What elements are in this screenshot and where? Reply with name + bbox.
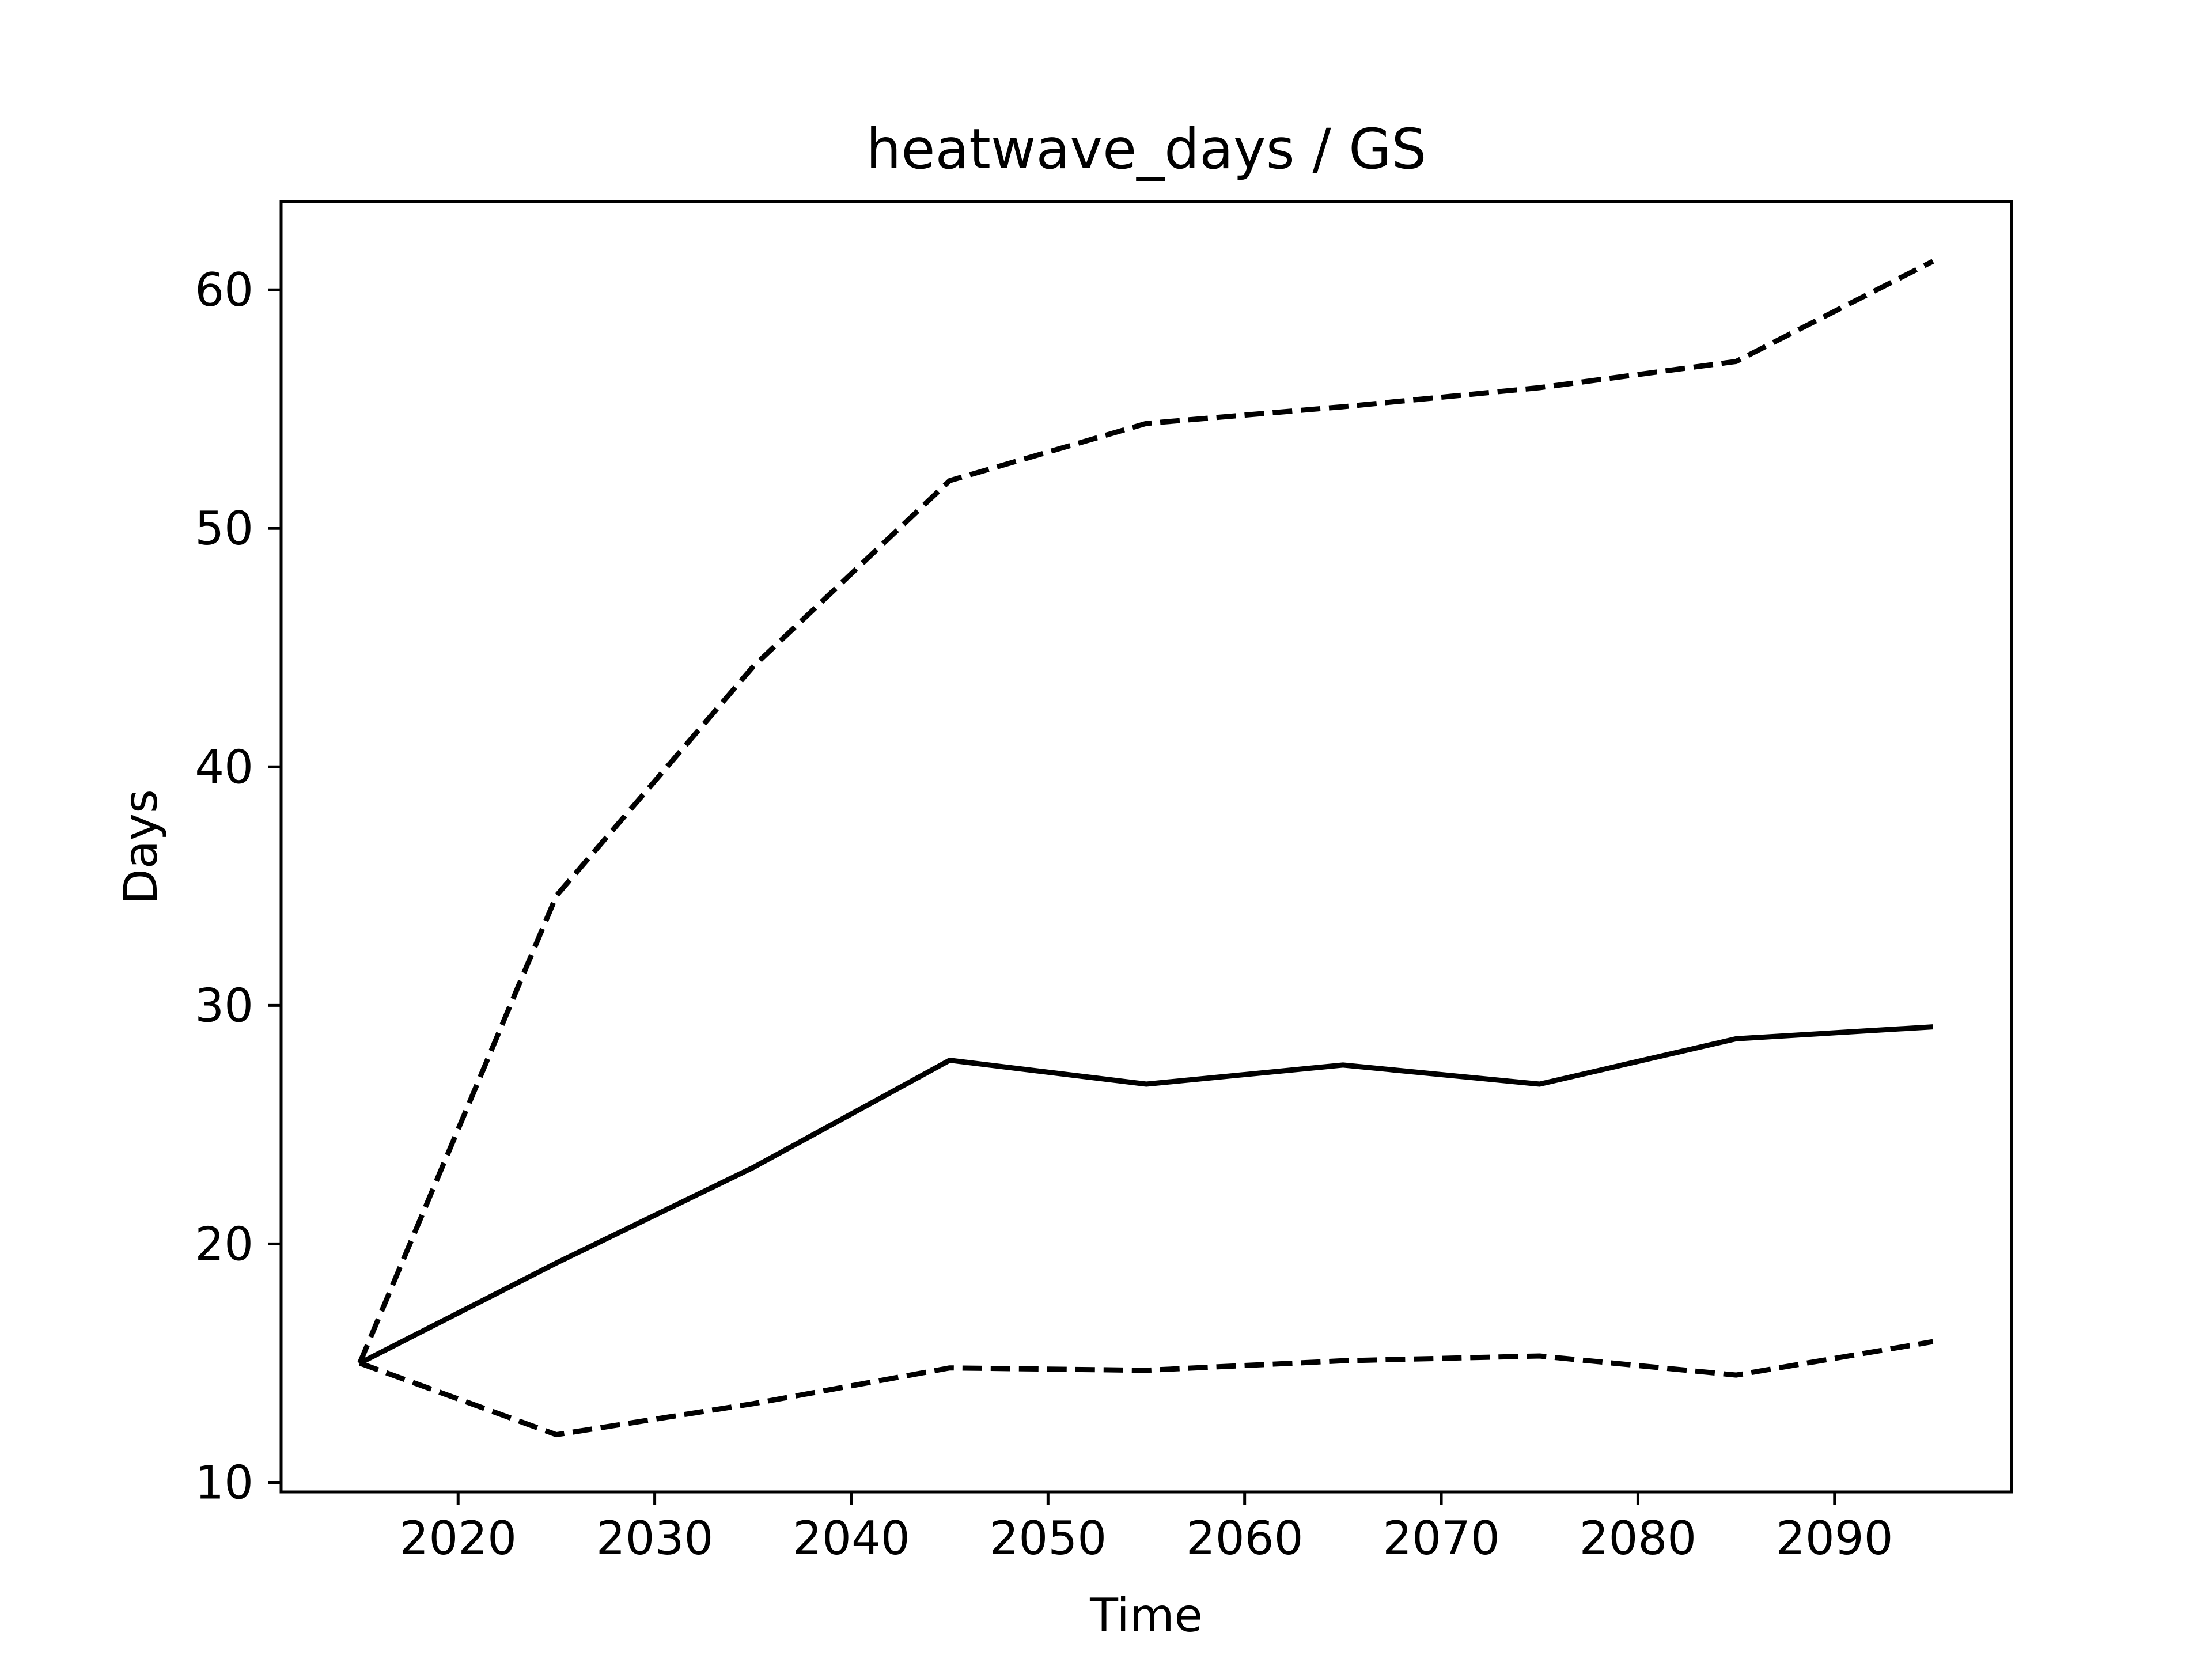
y-axis-label: Days (114, 789, 168, 904)
x-tick-label: 2090 (1776, 1512, 1893, 1565)
x-tick-label: 2030 (596, 1512, 714, 1565)
chart-title: heatwave_days / GS (866, 117, 1427, 181)
y-tick-label: 30 (195, 979, 253, 1032)
x-tick-label: 2070 (1382, 1512, 1500, 1565)
x-tick-label: 2050 (990, 1512, 1107, 1565)
y-tick-label: 20 (195, 1217, 253, 1271)
y-tick-label: 10 (195, 1456, 253, 1509)
x-tick-label: 2080 (1580, 1512, 1697, 1565)
series-line-3 (358, 1339, 1934, 1438)
series-line-2 (357, 259, 1934, 1365)
x-tick-label: 2040 (793, 1512, 910, 1565)
y-tick-label: 40 (195, 740, 253, 794)
y-axis: 10 20 30 40 50 60 (195, 263, 281, 1509)
x-axis-label: Time (1089, 1589, 1203, 1642)
x-tick-label: 2060 (1186, 1512, 1304, 1565)
y-tick-label: 60 (195, 263, 253, 317)
series-layer (357, 259, 1934, 1438)
x-tick-label: 2020 (399, 1512, 517, 1565)
y-tick-label: 50 (195, 502, 253, 555)
x-axis: 2020 2030 2040 2050 2060 2070 2080 2090 (399, 1492, 1893, 1565)
series-line-1 (358, 1024, 1933, 1366)
plot-frame (279, 200, 2013, 1494)
